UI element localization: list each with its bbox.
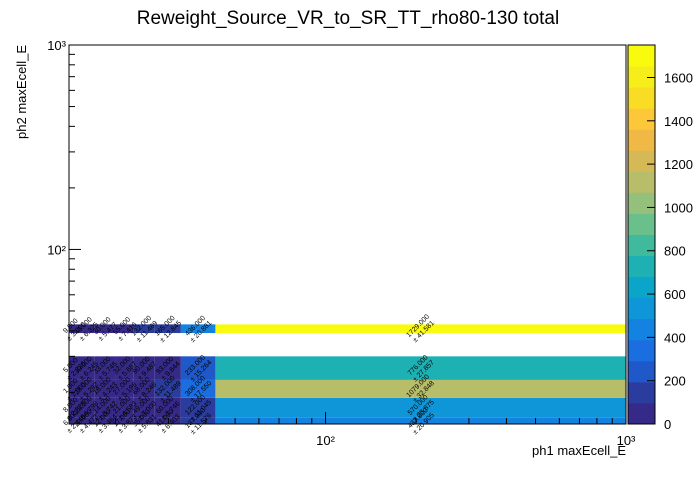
colorbar-swatch (628, 150, 655, 172)
heatmap-cell (78, 379, 95, 398)
heatmap-cell (133, 397, 155, 418)
heatmap-cell (94, 356, 116, 380)
heatmap-cell (115, 417, 134, 424)
heatmap-cell (115, 324, 134, 334)
colorbar-tick-label: 1000 (664, 200, 693, 215)
heatmap-cell (215, 417, 626, 424)
colorbar-swatch (628, 297, 655, 320)
heatmap-cell (115, 379, 134, 398)
heatmap-cell (154, 356, 181, 380)
heatmap-cell (115, 397, 134, 418)
colorbar-swatch (628, 402, 655, 425)
colorbar-swatch (628, 192, 655, 214)
heatmap-cell (154, 379, 181, 398)
cells-layer (69, 324, 626, 424)
heatmap-cell (69, 356, 79, 380)
heatmap-cell (78, 397, 95, 418)
colorbar-swatch (628, 276, 655, 299)
heatmap-cell (69, 324, 79, 334)
colorbar-swatch (628, 129, 655, 151)
colorbar-frame (627, 44, 656, 425)
colorbar-swatch (628, 213, 655, 235)
heatmap-cell (133, 356, 155, 380)
colorbar-swatch (628, 66, 655, 88)
x-tick-label: 10³ (617, 433, 636, 448)
colorbar-swatch (628, 87, 655, 109)
heatmap-cell (133, 324, 155, 334)
colorbar: 0 200 400 600 800 1000 1200 1400 1600 (627, 44, 693, 432)
heatmap-cell (69, 417, 79, 424)
y-axis-label: ph2 maxEcell_E (14, 45, 29, 139)
heatmap-cell (180, 324, 216, 334)
heatmap-cell (94, 324, 116, 334)
heatmap-cell (215, 379, 626, 398)
colorbar-swatch (628, 339, 655, 362)
heatmap-cell (180, 417, 216, 424)
colorbar-swatch (628, 171, 655, 193)
colorbar-swatch (628, 360, 655, 383)
y-tick-label: 10³ (47, 38, 66, 53)
x-axis-label: ph1 maxEcell_E (532, 443, 626, 458)
colorbar-swatch (628, 255, 655, 278)
heatmap-cell (94, 397, 116, 418)
heatmap-cell (180, 356, 216, 380)
heatmap-cell (215, 356, 626, 380)
heatmap-cell (154, 397, 181, 418)
colorbar-swatch (628, 108, 655, 130)
heatmap-cell (133, 379, 155, 398)
colorbar-swatch (628, 381, 655, 404)
colorbar-tick-label: 1400 (664, 114, 693, 129)
heatmap-cell (115, 356, 134, 380)
colorbar-tick-label: 600 (664, 287, 686, 302)
heatmap-cell (94, 379, 116, 398)
heatmap-cell (94, 417, 116, 424)
heatmap-cell (78, 417, 95, 424)
colorbar-tick-label: 1200 (664, 157, 693, 172)
heatmap-cell (180, 397, 216, 418)
heatmap-cell (78, 356, 95, 380)
heatmap-cell (69, 379, 79, 398)
colorbar-tick-label: 200 (664, 374, 686, 389)
colorbar-tick-label: 1600 (664, 70, 693, 85)
x-tick-label: 10² (316, 433, 335, 448)
y-tick-label: 10² (47, 242, 66, 257)
axis-layer: 10² 10³ 10² 10³ (47, 38, 636, 448)
colorbar-swatch (628, 234, 655, 257)
colorbar-tick-label: 800 (664, 244, 686, 259)
colorbar-tick-label: 400 (664, 330, 686, 345)
heatmap-cell (154, 417, 181, 424)
plot-frame (68, 44, 627, 425)
heatmap-cell (180, 379, 216, 398)
colorbar-tick-label: 0 (664, 417, 671, 432)
heatmap-cell (133, 417, 155, 424)
heatmap-cell (69, 397, 79, 418)
heatmap-cell (215, 397, 626, 418)
heatmap-cell (154, 324, 181, 334)
heatmap-cell (215, 324, 626, 334)
colorbar-swatch (628, 318, 655, 341)
chart-title: Reweight_Source_VR_to_SR_TT_rho80-130 to… (137, 8, 559, 29)
heatmap-cell (78, 324, 95, 334)
colorbar-swatch (628, 45, 655, 67)
